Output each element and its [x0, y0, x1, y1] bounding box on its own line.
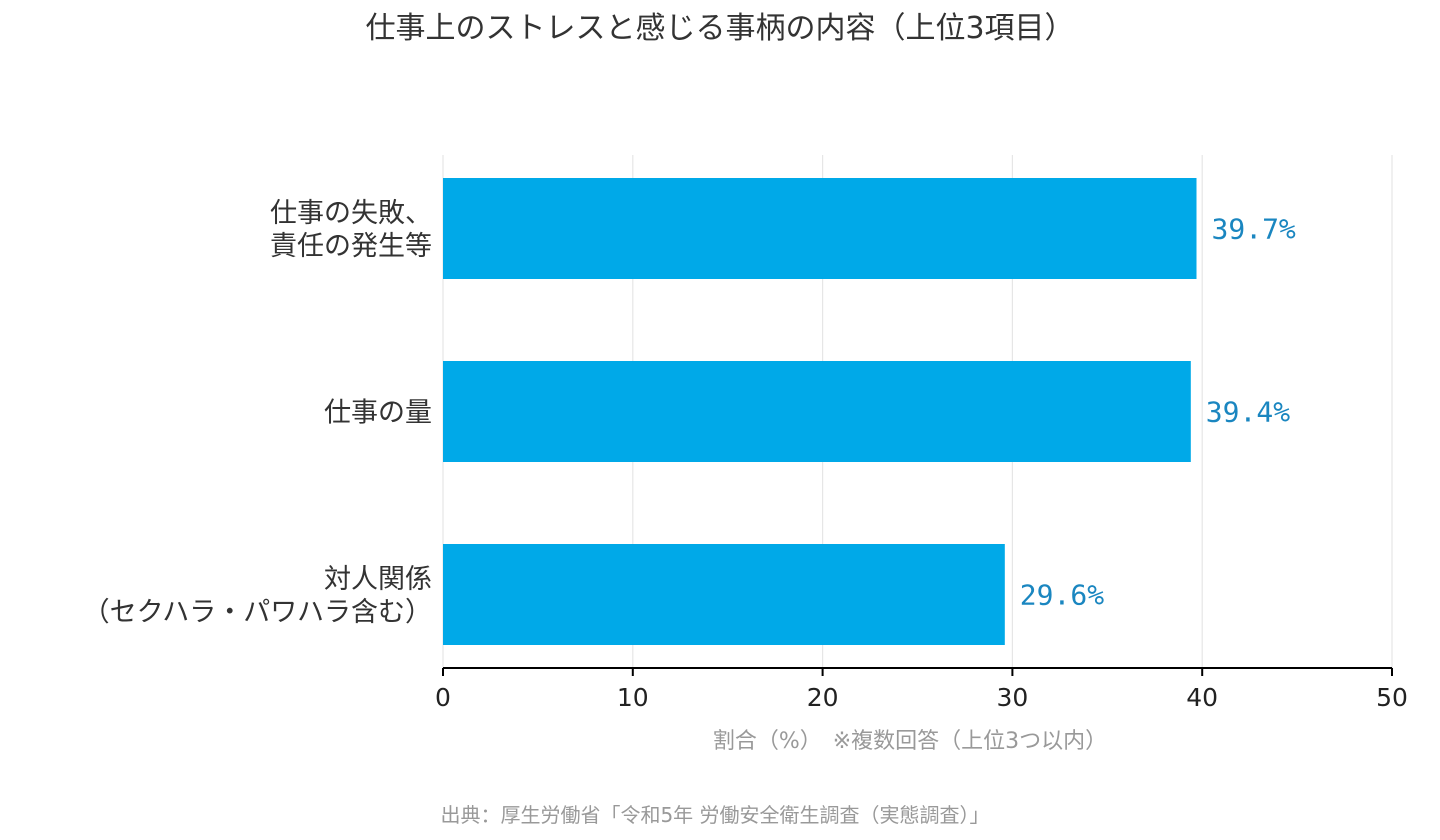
data-label: 39.4% [1206, 396, 1290, 429]
bar [443, 361, 1191, 462]
x-tick-label: 30 [996, 683, 1028, 712]
bar [443, 544, 1005, 645]
category-label: 仕事の失敗、責任の発生等 [270, 198, 432, 262]
chart-title: 仕事上のストレスと感じる事柄の内容（上位3項目） [365, 11, 1074, 46]
category-label-line: 責任の発生等 [270, 231, 432, 262]
x-tick-label: 0 [435, 683, 451, 712]
x-tick-label: 50 [1376, 683, 1408, 712]
x-axis: 0 10 20 30 40 50 [435, 667, 1408, 712]
x-tick-label: 20 [807, 683, 839, 712]
category-label-line: 対人関係 [324, 564, 432, 595]
bar [443, 178, 1197, 279]
data-label: 39.7% [1212, 213, 1296, 246]
category-label-line: （セクハラ・パワハラ含む） [83, 597, 432, 628]
category-label: 仕事の量 [324, 398, 432, 429]
data-labels: 39.7% 39.4% 29.6% [1020, 213, 1296, 612]
source-note: 出典：厚生労働省「令和5年 労働安全衛生調査（実態調査）」 [440, 803, 989, 827]
category-label-line: 仕事の量 [324, 398, 432, 429]
x-tick-label: 10 [617, 683, 649, 712]
x-tick-label: 40 [1186, 683, 1218, 712]
bars [443, 178, 1197, 645]
category-label-line: 仕事の失敗、 [270, 198, 432, 229]
data-label: 29.6% [1020, 579, 1104, 612]
x-axis-label: 割合（%） ※複数回答（上位3つ以内） [713, 729, 1107, 754]
category-label: 対人関係（セクハラ・パワハラ含む） [83, 564, 432, 628]
